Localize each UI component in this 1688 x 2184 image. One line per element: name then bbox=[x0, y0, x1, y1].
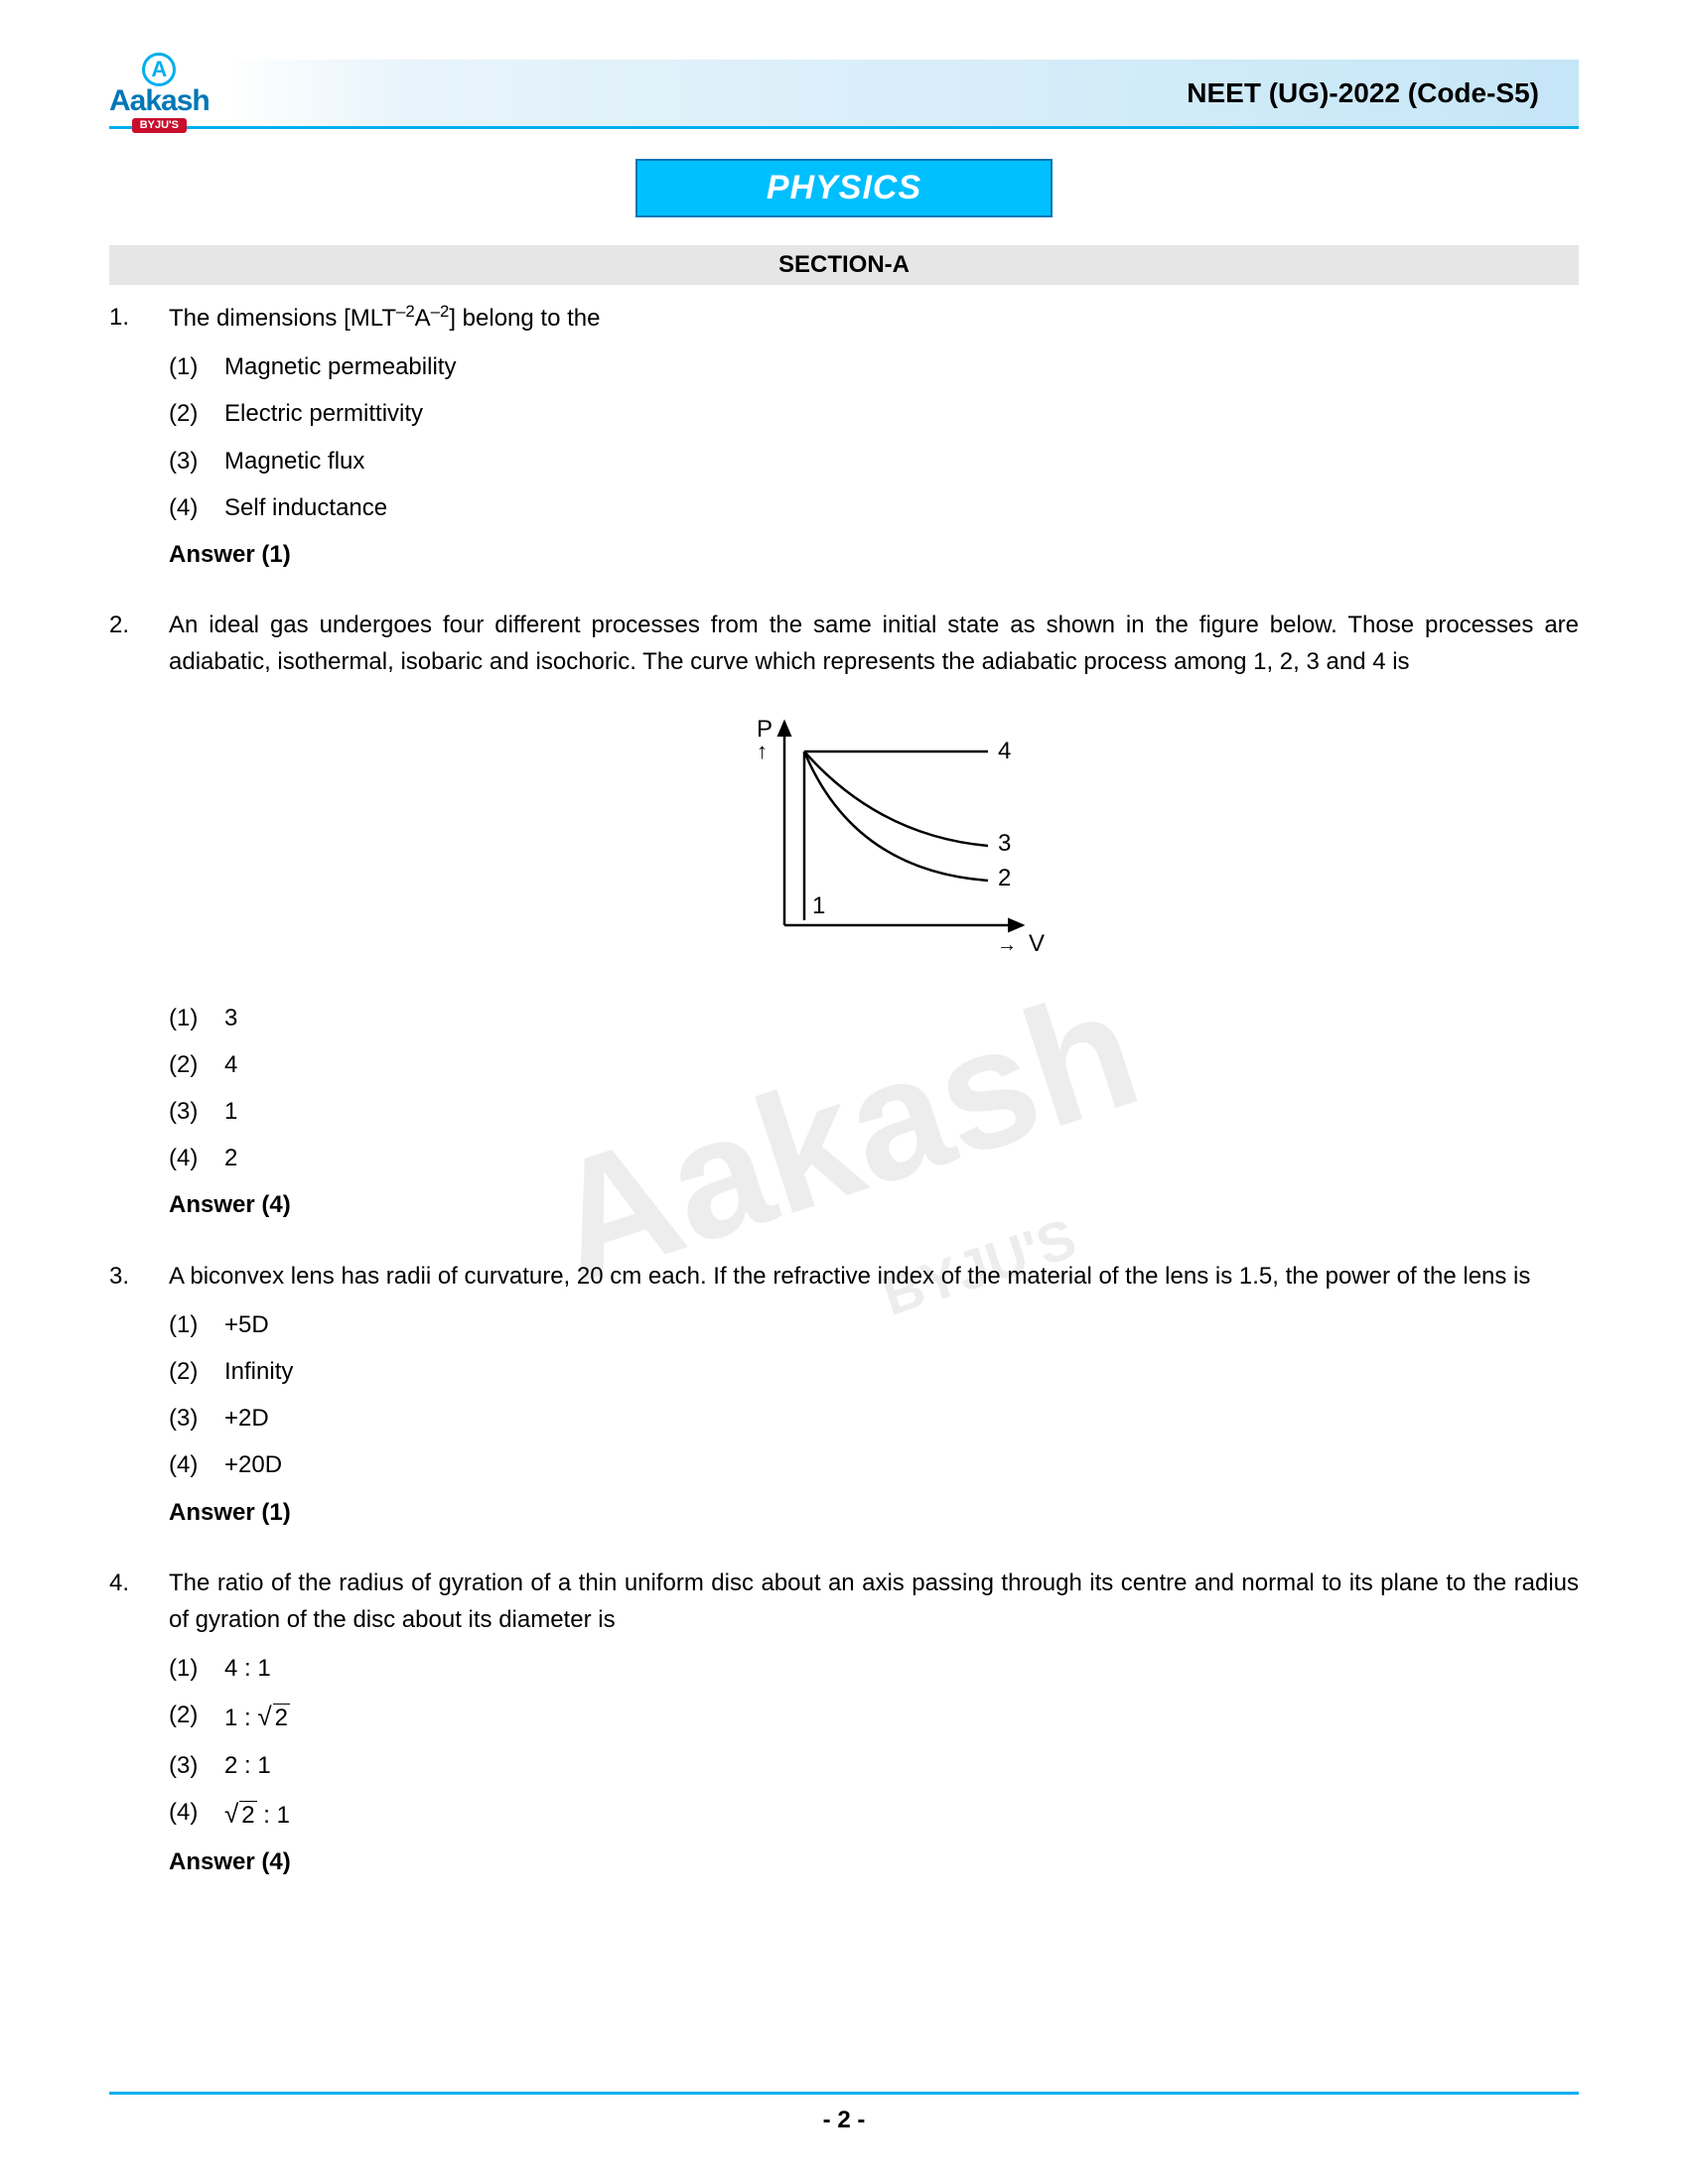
option-label: (1) bbox=[169, 1000, 224, 1036]
option: (4)√2 : 1 bbox=[169, 1794, 1579, 1834]
option-label: (3) bbox=[169, 1400, 224, 1436]
option: (3)2 : 1 bbox=[169, 1747, 1579, 1784]
svg-text:3: 3 bbox=[998, 830, 1011, 857]
option: (2)4 bbox=[169, 1046, 1579, 1083]
page-footer: - 2 - bbox=[109, 2092, 1579, 2134]
option-label: (3) bbox=[169, 1747, 224, 1784]
question: 4.The ratio of the radius of gyration of… bbox=[109, 1565, 1579, 1903]
answer: Answer (1) bbox=[169, 1494, 1579, 1531]
option-text: 2 : 1 bbox=[224, 1747, 271, 1784]
options-list: (1)+5D(2)Infinity(3)+2D(4)+20D bbox=[169, 1306, 1579, 1484]
option-label: (1) bbox=[169, 1306, 224, 1343]
option: (2)1 : √2 bbox=[169, 1697, 1579, 1736]
question-text: The dimensions [MLT–2A–2] belong to the bbox=[169, 299, 1579, 337]
option: (3)Magnetic flux bbox=[169, 443, 1579, 479]
question-number: 2. bbox=[109, 607, 169, 1246]
question-text: The ratio of the radius of gyration of a… bbox=[169, 1565, 1579, 1638]
header-bar: A Aakash BYJU'S NEET (UG)-2022 (Code-S5) bbox=[109, 60, 1579, 129]
option-label: (4) bbox=[169, 1140, 224, 1176]
content-area: SECTION-A 1.The dimensions [MLT–2A–2] be… bbox=[109, 245, 1579, 1902]
option-text: +5D bbox=[224, 1306, 269, 1343]
question-body: An ideal gas undergoes four different pr… bbox=[169, 607, 1579, 1246]
option-text: 2 bbox=[224, 1140, 237, 1176]
answer: Answer (4) bbox=[169, 1186, 1579, 1223]
questions-container: 1.The dimensions [MLT–2A–2] belong to th… bbox=[109, 299, 1579, 1902]
svg-text:2: 2 bbox=[998, 865, 1011, 891]
option-label: (2) bbox=[169, 1353, 224, 1390]
option-text: Magnetic permeability bbox=[224, 348, 456, 385]
question-body: The dimensions [MLT–2A–2] belong to the (… bbox=[169, 299, 1579, 595]
option-text: +20D bbox=[224, 1446, 282, 1483]
option: (1)4 : 1 bbox=[169, 1650, 1579, 1687]
option: (3)1 bbox=[169, 1093, 1579, 1130]
pv-diagram: P↑V→1234 bbox=[695, 697, 1053, 975]
option: (2)Electric permittivity bbox=[169, 395, 1579, 432]
svg-text:→: → bbox=[997, 934, 1017, 956]
question-number: 4. bbox=[109, 1565, 169, 1903]
question-text: An ideal gas undergoes four different pr… bbox=[169, 607, 1579, 680]
logo-text: Aakash bbox=[109, 86, 210, 116]
options-list: (1)4 : 1(2)1 : √2(3)2 : 1(4)√2 : 1 bbox=[169, 1650, 1579, 1834]
option-text: 1 bbox=[224, 1093, 237, 1130]
option-label: (1) bbox=[169, 1650, 224, 1687]
option-label: (3) bbox=[169, 443, 224, 479]
svg-text:↑: ↑ bbox=[757, 739, 768, 763]
option-text: Self inductance bbox=[224, 489, 387, 526]
logo-badge: BYJU'S bbox=[132, 118, 187, 133]
option: (4)Self inductance bbox=[169, 489, 1579, 526]
logo-icon: A bbox=[142, 53, 176, 86]
option-text: 4 : 1 bbox=[224, 1650, 271, 1687]
question-body: A biconvex lens has radii of curvature, … bbox=[169, 1258, 1579, 1553]
svg-text:4: 4 bbox=[998, 738, 1011, 764]
question-body: The ratio of the radius of gyration of a… bbox=[169, 1565, 1579, 1903]
option: (1)+5D bbox=[169, 1306, 1579, 1343]
options-list: (1)3(2)4(3)1(4)2 bbox=[169, 1000, 1579, 1177]
svg-text:1: 1 bbox=[812, 892, 825, 919]
option-label: (3) bbox=[169, 1093, 224, 1130]
svg-text:V: V bbox=[1029, 930, 1045, 957]
question-number: 3. bbox=[109, 1258, 169, 1553]
option-label: (2) bbox=[169, 1046, 224, 1083]
option-text: Infinity bbox=[224, 1353, 293, 1390]
question: 1.The dimensions [MLT–2A–2] belong to th… bbox=[109, 299, 1579, 595]
subject-title: PHYSICS bbox=[635, 159, 1053, 217]
page-number: - 2 - bbox=[823, 2107, 866, 2133]
option-label: (2) bbox=[169, 1697, 224, 1736]
option: (1)3 bbox=[169, 1000, 1579, 1036]
question-text: A biconvex lens has radii of curvature, … bbox=[169, 1258, 1579, 1295]
option-label: (4) bbox=[169, 1446, 224, 1483]
option-text: 1 : √2 bbox=[224, 1697, 290, 1736]
option-text: Electric permittivity bbox=[224, 395, 423, 432]
option-label: (4) bbox=[169, 489, 224, 526]
options-list: (1)Magnetic permeability(2)Electric perm… bbox=[169, 348, 1579, 526]
logo: A Aakash BYJU'S bbox=[109, 53, 210, 133]
option-text: Magnetic flux bbox=[224, 443, 364, 479]
option: (4)2 bbox=[169, 1140, 1579, 1176]
option-label: (2) bbox=[169, 395, 224, 432]
option: (2)Infinity bbox=[169, 1353, 1579, 1390]
option-text: √2 : 1 bbox=[224, 1794, 290, 1834]
section-label: SECTION-A bbox=[109, 245, 1579, 285]
answer: Answer (1) bbox=[169, 536, 1579, 573]
answer: Answer (4) bbox=[169, 1843, 1579, 1880]
question: 3.A biconvex lens has radii of curvature… bbox=[109, 1258, 1579, 1553]
question-figure: P↑V→1234 bbox=[169, 697, 1579, 986]
exam-code: NEET (UG)-2022 (Code-S5) bbox=[1187, 77, 1559, 109]
question: 2.An ideal gas undergoes four different … bbox=[109, 607, 1579, 1246]
question-number: 1. bbox=[109, 299, 169, 595]
option-label: (1) bbox=[169, 348, 224, 385]
option-label: (4) bbox=[169, 1794, 224, 1834]
option-text: +2D bbox=[224, 1400, 269, 1436]
option-text: 3 bbox=[224, 1000, 237, 1036]
option-text: 4 bbox=[224, 1046, 237, 1083]
option: (3)+2D bbox=[169, 1400, 1579, 1436]
option: (4)+20D bbox=[169, 1446, 1579, 1483]
option: (1)Magnetic permeability bbox=[169, 348, 1579, 385]
